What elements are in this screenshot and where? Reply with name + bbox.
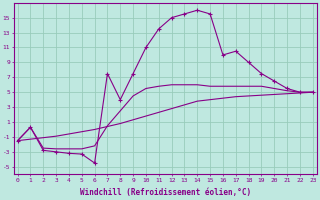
X-axis label: Windchill (Refroidissement éolien,°C): Windchill (Refroidissement éolien,°C)	[80, 188, 251, 197]
